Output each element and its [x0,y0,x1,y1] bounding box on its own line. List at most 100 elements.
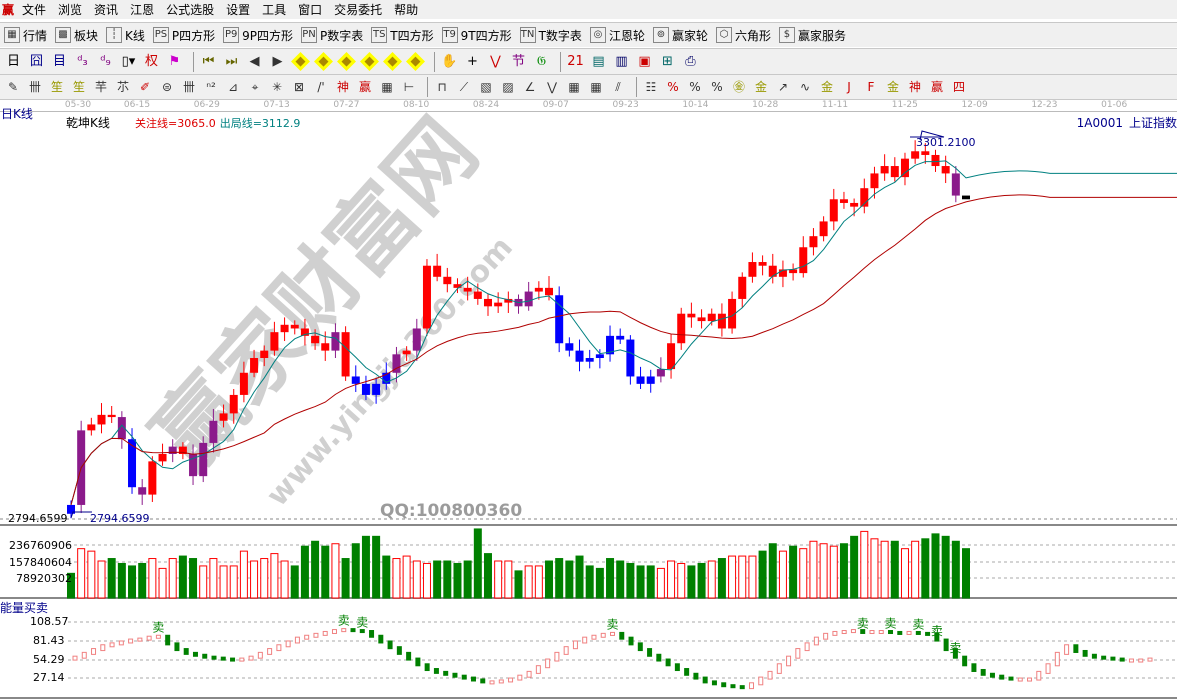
toolbar-button-hexagon[interactable]: ⬡ 六角形 [715,27,771,44]
section-icon[interactable]: 节 [511,54,525,69]
percent-slash-icon[interactable]: % [667,79,679,94]
zoom-out-icon[interactable]: ◆ [406,52,425,71]
toolbar-button-blocks[interactable]: ▩ 板块 [55,27,98,44]
candle-body [829,199,838,222]
toolbar-button-tn[interactable]: TN T数字表 [519,27,582,44]
print-icon[interactable]: ⎙ [685,54,696,69]
percent-line-icon[interactable]: % [711,79,723,94]
period-label[interactable]: 日K线 [1,107,33,121]
box-icon[interactable]: ⊠ [293,79,305,94]
left-icon[interactable]: ◀ [249,54,260,69]
n9-icon[interactable]: ᵈ₉ [100,54,111,69]
circle-icon[interactable]: ⊜ [161,79,173,94]
save-icon[interactable]: ▣ [638,54,651,69]
menu-item-1[interactable]: 浏览 [58,3,83,17]
angle-line-icon[interactable]: ∠ [524,79,536,94]
parallel-icon[interactable]: 卌 [28,79,41,94]
fib-icon[interactable]: 芉 [94,79,107,94]
last-icon[interactable]: ⏭ [225,54,238,69]
flag-icon[interactable]: ⚑ [168,54,181,69]
triangle-icon[interactable]: ⊿ [227,79,239,94]
god-angle-icon[interactable]: 神 [908,79,921,94]
win-angle-icon[interactable]: 赢 [930,79,943,94]
menu-item-6[interactable]: 工具 [262,3,287,17]
toolbar-button-t9[interactable]: T9 9T四方形 [441,27,512,44]
gann-box-icon[interactable]: ▧ [480,79,492,94]
fan-icon[interactable]: ⟋ [459,79,469,94]
god-icon[interactable]: 神 [336,79,349,94]
toolbar-button-p9[interactable]: P9 9P四方形 [223,27,293,44]
shrink-icon[interactable]: ◆ [360,52,379,71]
toolbar-button-ts[interactable]: TS T四方形 [371,27,434,44]
menu-item-9[interactable]: 帮助 [394,3,419,17]
candle-type-icon[interactable]: ▯▾ [121,54,136,69]
line-icon[interactable]: ⋁ [490,54,501,69]
toolbar-button-kline[interactable]: ┆ K线 [106,27,145,44]
gold-line-icon[interactable]: 金 [754,79,767,94]
report-icon[interactable]: ▥ [615,54,628,69]
percent-icon[interactable]: % [689,79,701,94]
day-period-icon[interactable]: 日▾ [6,54,20,74]
hand-icon[interactable]: ✋ [441,54,458,69]
calendar-grid-icon[interactable]: ▦ [381,79,393,94]
menu-item-2[interactable]: 资讯 [94,3,119,17]
f-angle-icon[interactable]: F [867,79,875,94]
gold-box-icon[interactable]: 金 [820,79,833,94]
n3-icon[interactable]: ᵈ₃ [77,54,88,69]
radar-icon[interactable]: ✳ [271,79,283,94]
move-right-icon[interactable]: ◆ [314,52,333,71]
move-left-icon[interactable]: ◆ [291,52,310,71]
network-icon[interactable]: ⊞ [662,54,673,69]
n2-icon[interactable]: ⁿ² [206,79,216,94]
toolbar-button-gann-wheel[interactable]: ◎ 江恩轮 [589,27,645,44]
ruler-icon[interactable]: ☷ [645,79,657,94]
zoom-in-icon[interactable]: ◆ [383,52,402,71]
rect-icon[interactable]: ⊓ [437,79,447,94]
menu-item-3[interactable]: 江恩 [130,3,155,17]
target-icon[interactable]: ⌖ [251,79,259,94]
brush-icon[interactable]: ✐ [139,79,151,94]
toolbar-button-ps[interactable]: PS P四方形 [152,27,215,44]
sine-icon[interactable]: ∿ [799,79,811,94]
four-angle-icon[interactable]: 四 [952,79,965,94]
toolbar-button-pn[interactable]: PN P数字表 [301,27,363,44]
slash-icon[interactable]: ⫽ [615,79,621,94]
toolbar-button-dollar[interactable]: $ 赢家服务 [778,27,846,44]
window-icon[interactable]: 囧 [29,54,43,69]
grid-icon[interactable]: 卌 [182,79,195,94]
gann-fan-icon[interactable]: ▨ [502,79,514,94]
tab-icon[interactable]: 𝔊 [536,54,547,69]
toolbar-button-table[interactable]: ▦ 行情 [4,27,47,44]
crosshair-icon[interactable]: + [467,54,478,69]
calendar-icon[interactable]: 21 [567,54,584,69]
right-icon[interactable]: ▶ [272,54,283,69]
first-icon[interactable]: ⏮ [202,54,215,69]
gold2-icon[interactable]: 笙 [72,79,85,94]
weight-icon[interactable]: 权 [144,54,158,69]
indicator-name[interactable]: 乾坤K线 [66,116,110,130]
expand-icon[interactable]: ◆ [337,52,356,71]
gold-circle-icon[interactable]: ㊎ [732,79,745,94]
menu-item-8[interactable]: 交易委托 [334,3,383,17]
j-angle-icon[interactable]: J [847,79,851,94]
menu-item-5[interactable]: 设置 [226,3,251,17]
calc-icon[interactable]: ▤ [592,54,605,69]
pen-icon[interactable]: ✎ [7,79,19,94]
v-icon[interactable]: ⋁ [547,79,557,94]
self-select-icon[interactable]: 目 [52,54,66,69]
menu-item-0[interactable]: 文件 [22,3,47,17]
volume-bar [209,558,218,599]
arrow-pen-icon[interactable]: ↗ [777,79,789,94]
menu-item-7[interactable]: 窗口 [298,3,323,17]
win-icon[interactable]: 赢 [358,79,371,94]
gold-icon[interactable]: 笙 [50,79,63,94]
grid3-icon[interactable]: ▦ [590,79,602,94]
span-icon[interactable]: ⊢ [403,79,415,94]
grid2-icon[interactable]: ▦ [568,79,580,94]
gold-angle-icon[interactable]: 金 [886,79,899,94]
menu-item-4[interactable]: 公式选股 [166,3,215,17]
angle-icon[interactable]: /' [317,79,325,94]
toolbar-button-big-wheel[interactable]: ⊚ 赢家轮 [652,27,708,44]
spiral-icon[interactable]: 䒕 [116,79,129,94]
